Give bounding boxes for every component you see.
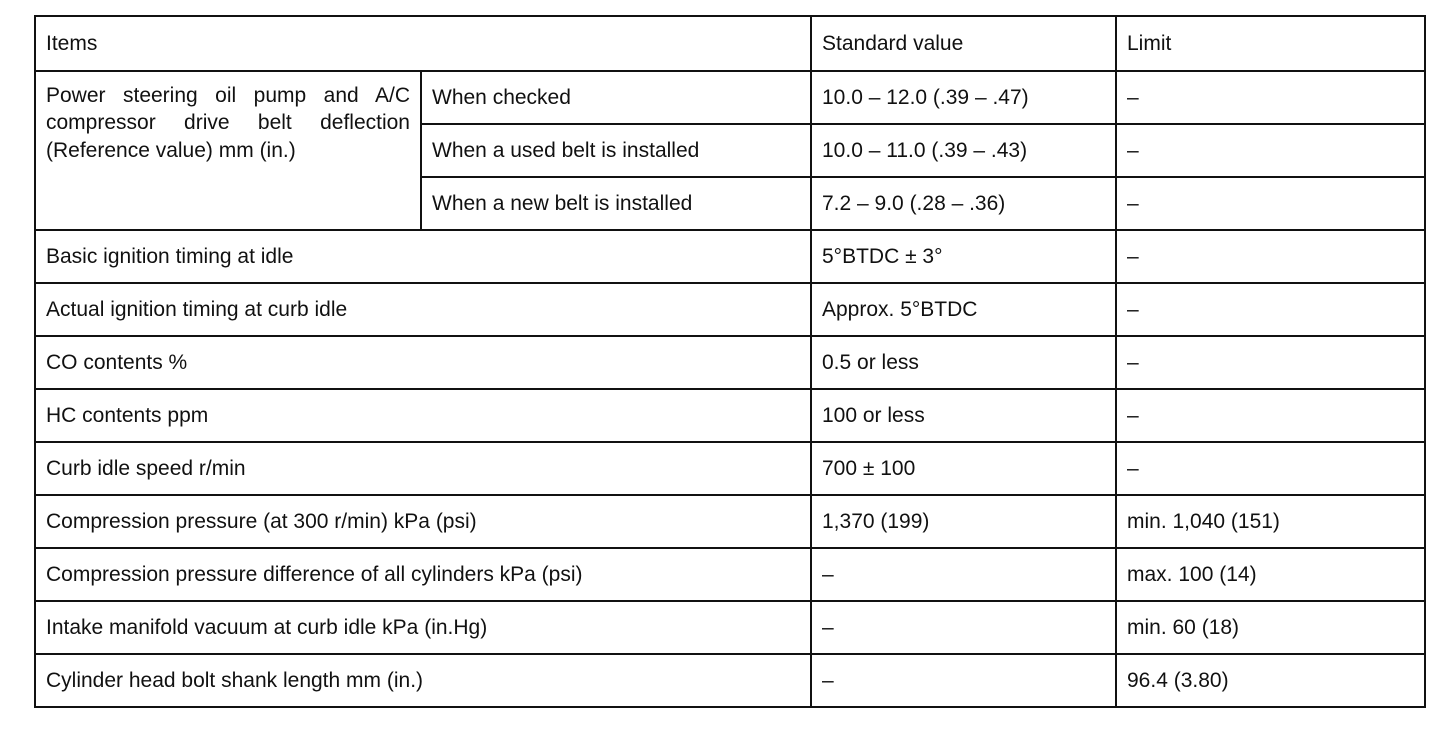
header-cell: Standard value bbox=[810, 15, 1117, 72]
limit-value: – bbox=[1115, 282, 1426, 337]
spec-table: Items Standard value Limit Power steering o… bbox=[34, 15, 1426, 708]
item: Basic ignition timing at idle bbox=[34, 229, 812, 284]
table-row: Compression pressure difference of all c… bbox=[34, 547, 1426, 602]
standard-value: 1,370 (199) bbox=[810, 494, 1117, 549]
limit-value: – bbox=[1115, 441, 1426, 496]
limit-value: – bbox=[1115, 335, 1426, 390]
standard-value: Approx. 5°BTDC bbox=[810, 282, 1117, 337]
standard-value: 0.5 or less bbox=[810, 335, 1117, 390]
table-row: Intake manifold vacuum at curb idle kPa … bbox=[34, 600, 1426, 655]
table-row: Basic ignition timing at idle 5°BTDC ± 3°… bbox=[34, 229, 1426, 284]
table-row: Compression pressure (at 300 r/min) kPa … bbox=[34, 494, 1426, 549]
table-row: CO contents % 0.5 or less – bbox=[34, 335, 1426, 390]
sub-item: When a new belt is installed bbox=[420, 176, 812, 231]
table-row: Items Standard value Limit bbox=[34, 15, 1426, 72]
standard-value: 10.0 – 12.0 (.39 – .47) bbox=[810, 70, 1117, 125]
table-body: Items Standard value Limit Power steering o… bbox=[34, 15, 1426, 708]
item: Cylinder head bolt shank length mm (in.) bbox=[34, 653, 812, 708]
item: CO contents % bbox=[34, 335, 812, 390]
item: Intake manifold vacuum at curb idle kPa … bbox=[34, 600, 812, 655]
standard-value: – bbox=[810, 547, 1117, 602]
sub-item: When checked bbox=[420, 70, 812, 125]
limit-value: – bbox=[1115, 123, 1426, 178]
standard-value: 700 ± 100 bbox=[810, 441, 1117, 496]
table-row: Cylinder head bolt shank length mm (in.)… bbox=[34, 653, 1426, 708]
table-row: When a new belt is installed 7.2 – 9.0 (.… bbox=[35, 176, 1426, 231]
sub-item: When a used belt is installed bbox=[420, 123, 812, 178]
table-row: Power steering oil pump and A/C compress… bbox=[34, 70, 1426, 231]
table-row: Curb idle speed r/min 700 ± 100– bbox=[34, 441, 1426, 496]
limit-value: max. 100 (14) bbox=[1115, 547, 1426, 602]
header-cell: Limit bbox=[1115, 15, 1426, 72]
limit-value: – bbox=[1115, 388, 1426, 443]
limit-value: – bbox=[1115, 176, 1426, 231]
standard-value: 5°BTDC ± 3° bbox=[810, 229, 1117, 284]
item: HC contents ppm bbox=[34, 388, 812, 443]
table-row: HC contents ppm 100 or less – bbox=[34, 388, 1426, 443]
standard-value: 10.0 – 11.0 (.39 – .43) bbox=[810, 123, 1117, 178]
table-row: When a used belt is installed 10.0 – 11.0… bbox=[35, 123, 1426, 178]
item-group-label: Power steering oil pump and A/C compress… bbox=[34, 70, 422, 231]
limit-value: – bbox=[1115, 229, 1426, 284]
limit-value: min. 60 (18) bbox=[1115, 600, 1426, 655]
item: Compression pressure (at 300 r/min) kPa … bbox=[34, 494, 812, 549]
standard-value: 100 or less bbox=[810, 388, 1117, 443]
header-cell: Items bbox=[34, 15, 812, 72]
limit-value: min. 1,040 (151) bbox=[1115, 494, 1426, 549]
standard-value: – bbox=[810, 653, 1117, 708]
limit-value: 96.4 (3.80) bbox=[1115, 653, 1426, 708]
item: Curb idle speed r/min bbox=[34, 441, 812, 496]
item: Compression pressure difference of all c… bbox=[34, 547, 812, 602]
standard-value: – bbox=[810, 600, 1117, 655]
table-row: Actual ignition timing at curb idle Appro… bbox=[34, 282, 1426, 337]
limit-value: – bbox=[1115, 70, 1426, 125]
standard-value: 7.2 – 9.0 (.28 – .36) bbox=[810, 176, 1117, 231]
item: Actual ignition timing at curb idle bbox=[34, 282, 812, 337]
